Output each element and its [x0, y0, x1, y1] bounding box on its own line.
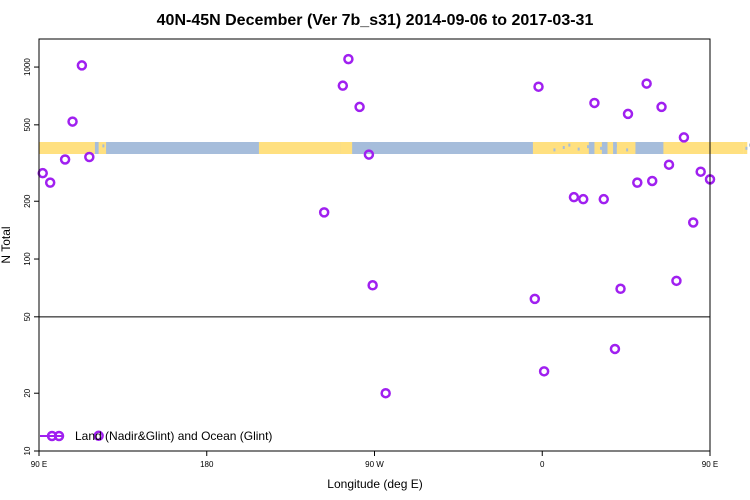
- coast-speck: [106, 147, 109, 151]
- data-point: [76, 60, 88, 71]
- data-point: [67, 116, 78, 127]
- coast-speck: [577, 147, 580, 151]
- chart-title: 40N-45N December (Ver 7b_s31) 2014-09-06…: [157, 12, 594, 29]
- data-point: [354, 101, 365, 113]
- data-point: [318, 207, 330, 218]
- data-point: [538, 366, 550, 377]
- x-tick-label: 90 E: [702, 460, 718, 469]
- coast-speck: [586, 145, 589, 149]
- y-tick-label: 10: [23, 446, 32, 455]
- data-point: [671, 275, 682, 287]
- data-point: [656, 101, 667, 113]
- data-point: [695, 166, 706, 177]
- x-axis: 90 E 180 90 W 0 90 E: [31, 451, 718, 469]
- data-point: [93, 430, 104, 442]
- land-segment: [607, 142, 614, 154]
- land-segment: [340, 142, 353, 154]
- y-tick-label: 200: [23, 194, 32, 208]
- data-point: [687, 217, 699, 228]
- land-segment: [39, 142, 95, 154]
- y-tick-label: 100: [23, 252, 32, 266]
- coast-speck: [357, 146, 360, 150]
- data-point: [646, 175, 658, 187]
- data-point: [533, 81, 544, 92]
- y-tick-label: 50: [23, 312, 32, 321]
- y-tick-label: 500: [23, 118, 32, 132]
- coast-speck: [553, 148, 556, 152]
- legend: Land (Nadir&Glint) and Ocean (Glint): [40, 429, 272, 443]
- coast-speck: [568, 143, 571, 147]
- data-point: [632, 177, 643, 188]
- y-axis: 10 20 50 100 200 500 1000: [23, 58, 39, 455]
- land-segment: [594, 142, 602, 154]
- x-tick-label: 90 E: [31, 460, 47, 469]
- land-ocean-band: [39, 142, 750, 154]
- data-point: [44, 177, 56, 188]
- coast-speck: [361, 145, 364, 149]
- land-segment: [663, 142, 744, 154]
- coast-speck: [745, 146, 748, 150]
- data-point: [622, 108, 634, 120]
- x-tick-label: 180: [200, 460, 214, 469]
- data-point: [641, 78, 652, 89]
- data-point: [663, 159, 675, 170]
- data-point: [37, 167, 48, 179]
- land-segment: [98, 142, 107, 154]
- data-point: [337, 80, 349, 91]
- legend-label: Land (Nadir&Glint) and Ocean (Glint): [75, 429, 272, 443]
- data-point: [363, 149, 375, 160]
- land-segment: [258, 142, 341, 154]
- coast-speck: [102, 144, 105, 148]
- data-point: [343, 53, 354, 65]
- coast-speck: [614, 144, 617, 148]
- land-segment: [616, 142, 636, 154]
- data-points: [37, 53, 716, 442]
- coast-speck: [626, 148, 629, 152]
- land-segment: [532, 142, 589, 154]
- data-point: [578, 193, 589, 205]
- data-point: [367, 280, 378, 291]
- coast-speck: [562, 146, 565, 149]
- data-point: [568, 191, 580, 203]
- legend-marker: [53, 430, 65, 442]
- data-point: [598, 193, 610, 205]
- y-tick-label: 20: [23, 388, 32, 397]
- x-tick-label: 90 W: [365, 460, 384, 469]
- y-tick-label: 1000: [23, 58, 32, 76]
- y-axis-label: N Total: [0, 226, 13, 263]
- data-point: [589, 97, 600, 109]
- data-point: [529, 293, 541, 305]
- data-point: [59, 154, 71, 165]
- data-point: [380, 387, 391, 399]
- data-point: [615, 283, 626, 295]
- x-axis-label: Longitude (deg E): [327, 477, 422, 491]
- data-point: [84, 151, 95, 163]
- coast-speck: [639, 144, 642, 148]
- x-tick-label: 0: [540, 460, 545, 469]
- data-point: [678, 132, 690, 143]
- data-point: [609, 343, 621, 355]
- plot-frame: [38, 38, 711, 452]
- coast-speck: [600, 146, 603, 150]
- coast-speck: [353, 143, 356, 147]
